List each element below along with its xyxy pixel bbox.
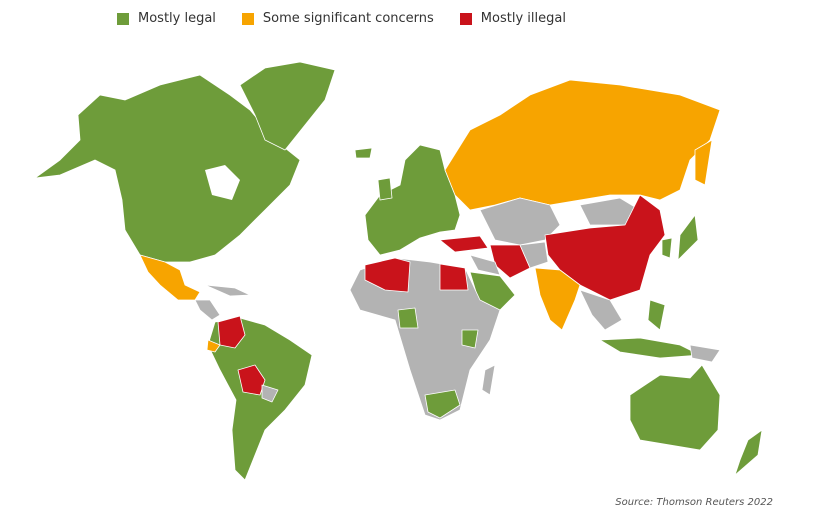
region-philippines [647, 299, 666, 331]
source-note: Source: Thomson Reuters 2022 [615, 497, 773, 508]
region-afghanistan [519, 241, 549, 269]
region-caribbean [204, 284, 251, 297]
region-colombia [217, 315, 246, 349]
region-korea [661, 237, 673, 259]
map-legend: Mostly legal Some significant concerns M… [117, 11, 566, 26]
region-kenya [461, 329, 479, 349]
region-indonesia [599, 337, 701, 359]
region-se-asia [579, 289, 623, 331]
region-middle-east-gray [469, 254, 501, 276]
region-russia [444, 79, 721, 211]
legend-item-mostly-illegal: Mostly illegal [459, 11, 566, 26]
region-nigeria [397, 307, 419, 329]
region-ecuador [206, 339, 221, 353]
region-egypt [439, 263, 469, 291]
region-south-america [207, 317, 313, 481]
legend-swatch-green [117, 12, 129, 25]
legend-label: Mostly legal [138, 11, 216, 26]
region-madagascar [481, 364, 496, 396]
legend-label: Mostly illegal [480, 11, 566, 26]
region-new-zealand [734, 429, 763, 476]
region-papua [689, 344, 721, 363]
region-uk [377, 177, 393, 201]
region-iceland [354, 147, 373, 159]
region-greenland [239, 61, 336, 151]
region-north-america [34, 74, 301, 263]
region-australia [629, 364, 721, 451]
region-europe [364, 144, 461, 256]
legend-item-mostly-legal: Mostly legal [117, 11, 216, 26]
region-mexico [139, 254, 201, 301]
region-russia-east [694, 139, 713, 186]
region-central-america [194, 299, 221, 321]
region-central-asia [479, 197, 561, 246]
region-sa-gray [261, 384, 279, 403]
region-india [534, 267, 581, 331]
region-hudson-bay [205, 165, 240, 200]
region-south-africa [424, 389, 461, 419]
legend-label: Some significant concerns [262, 11, 434, 26]
region-japan [677, 214, 699, 261]
legend-swatch-red [459, 12, 472, 25]
legend-item-some-concerns: Some significant concerns [241, 11, 434, 26]
region-turkey [439, 235, 489, 253]
legend-swatch-orange [241, 12, 254, 25]
region-morocco-algeria [364, 257, 411, 293]
